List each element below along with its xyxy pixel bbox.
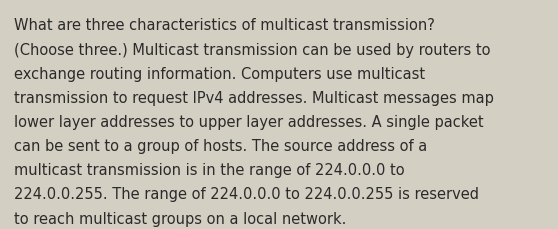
Text: to reach multicast groups on a local network.: to reach multicast groups on a local net… bbox=[14, 211, 347, 226]
Text: 224.0.0.255. The range of 224.0.0.0 to 224.0.0.255 is reserved: 224.0.0.255. The range of 224.0.0.0 to 2… bbox=[14, 187, 479, 202]
Text: (Choose three.) Multicast transmission can be used by routers to: (Choose three.) Multicast transmission c… bbox=[14, 42, 490, 57]
Text: can be sent to a group of hosts. The source address of a: can be sent to a group of hosts. The sou… bbox=[14, 139, 427, 153]
Text: multicast transmission is in the range of 224.0.0.0 to: multicast transmission is in the range o… bbox=[14, 163, 405, 177]
Text: transmission to request IPv4 addresses. Multicast messages map: transmission to request IPv4 addresses. … bbox=[14, 90, 494, 105]
Text: What are three characteristics of multicast transmission?: What are three characteristics of multic… bbox=[14, 18, 435, 33]
Text: exchange routing information. Computers use multicast: exchange routing information. Computers … bbox=[14, 66, 425, 81]
Text: lower layer addresses to upper layer addresses. A single packet: lower layer addresses to upper layer add… bbox=[14, 114, 484, 129]
